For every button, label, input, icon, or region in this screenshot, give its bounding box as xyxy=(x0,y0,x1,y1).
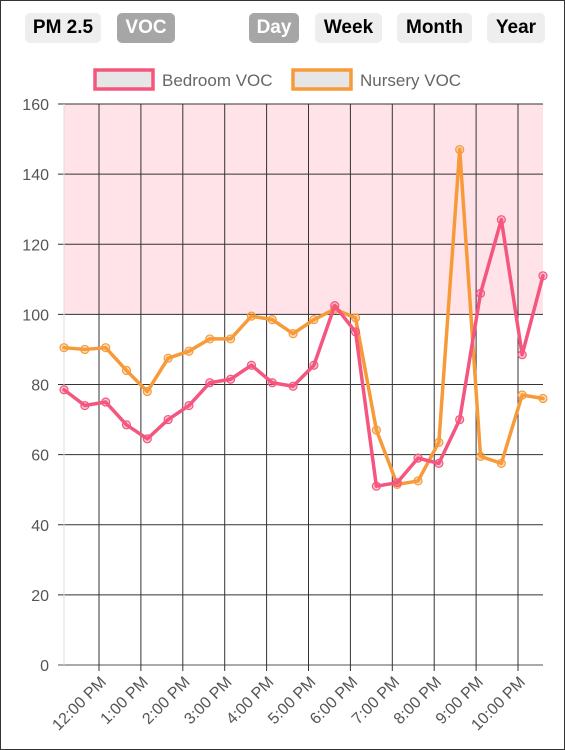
y-tick-label: 60 xyxy=(31,448,49,465)
year-button[interactable]: Year xyxy=(487,13,545,43)
month-button[interactable]: Month xyxy=(397,13,472,43)
x-tick-label: 12:00 PM xyxy=(49,674,109,734)
legend-label: Nursery VOC xyxy=(360,71,461,90)
bedroom-voc-point xyxy=(163,414,173,425)
legend-label: Bedroom VOC xyxy=(162,71,273,90)
nursery-voc-point xyxy=(288,329,298,339)
nursery-voc-point xyxy=(371,425,381,435)
y-tick-label: 160 xyxy=(22,97,49,114)
y-tick-label: 80 xyxy=(31,378,49,395)
legend-swatch xyxy=(291,68,353,91)
nursery-voc-point xyxy=(246,311,257,321)
nursery-voc-point xyxy=(184,346,194,356)
nursery-voc-point xyxy=(455,144,465,155)
nursery-voc-point xyxy=(80,344,90,355)
nursery-voc-point xyxy=(163,353,173,363)
nursery-voc-point xyxy=(309,315,319,325)
bedroom-voc-point xyxy=(142,434,152,444)
bedroom-voc-point xyxy=(121,420,132,430)
nursery-voc-point xyxy=(59,343,69,353)
nursery-voc-point xyxy=(226,334,236,344)
nursery-voc-point xyxy=(475,451,486,461)
bedroom-voc-point xyxy=(288,381,298,391)
bedroom-voc-point xyxy=(434,458,444,468)
nursery-voc-line xyxy=(62,147,545,487)
day-button[interactable]: Day xyxy=(249,13,299,43)
bedroom-voc-point xyxy=(517,350,527,360)
nursery-voc-point xyxy=(142,386,152,397)
y-tick-label: 20 xyxy=(31,588,49,605)
y-tick-label: 40 xyxy=(31,518,49,535)
bedroom-voc-point xyxy=(101,397,111,407)
nursery-voc-point xyxy=(205,334,215,344)
nursery-voc-point xyxy=(267,315,277,325)
y-tick-label: 100 xyxy=(22,307,49,324)
bedroom-voc-point xyxy=(413,453,423,463)
bedroom-voc-point xyxy=(226,374,236,384)
bedroom-voc-point xyxy=(538,271,548,281)
bedroom-voc-point xyxy=(267,378,277,388)
bedroom-voc-point xyxy=(455,414,465,425)
nursery-voc-point xyxy=(434,437,444,447)
nursery-voc-point xyxy=(121,365,132,376)
nursery-voc-point xyxy=(413,476,423,486)
y-tick-label: 120 xyxy=(22,237,49,254)
bedroom-voc-point xyxy=(184,400,194,411)
week-button[interactable]: Week xyxy=(315,13,382,43)
nursery-voc-point xyxy=(101,343,111,353)
bedroom-voc-point xyxy=(59,385,69,395)
bedroom-voc-point xyxy=(371,481,381,491)
y-tick-label: 140 xyxy=(22,167,49,184)
pm25-button[interactable]: PM 2.5 xyxy=(25,13,101,43)
voc-button[interactable]: VOC xyxy=(117,13,175,43)
bedroom-voc-point xyxy=(309,360,319,370)
nursery-voc-point xyxy=(538,393,548,404)
bedroom-voc-point xyxy=(330,301,340,311)
bedroom-voc-point xyxy=(246,360,257,370)
bedroom-voc-point xyxy=(392,478,402,488)
threshold-band xyxy=(64,104,543,315)
bedroom-voc-point xyxy=(475,288,486,298)
bedroom-voc-point xyxy=(350,327,361,337)
nursery-voc-point xyxy=(517,390,527,400)
nursery-voc-point xyxy=(350,313,361,323)
bedroom-voc-point xyxy=(205,378,215,388)
bedroom-voc-point xyxy=(80,400,90,411)
legend-swatch xyxy=(93,68,155,91)
bedroom-voc-point xyxy=(496,215,506,225)
nursery-voc-point xyxy=(496,458,506,468)
y-tick-label: 0 xyxy=(40,658,49,675)
